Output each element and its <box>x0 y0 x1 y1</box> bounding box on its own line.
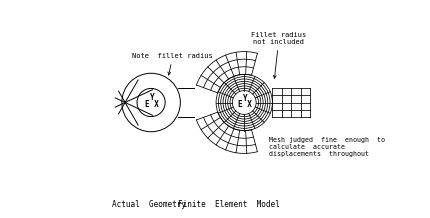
Text: Fillet radius
not included: Fillet radius not included <box>251 32 307 78</box>
Text: Note  fillet radius: Note fillet radius <box>132 53 213 75</box>
Text: Y: Y <box>243 94 248 103</box>
Text: Finite  Element  Model: Finite Element Model <box>178 200 280 209</box>
Text: Actual  Geometry: Actual Geometry <box>112 200 186 209</box>
Text: E X: E X <box>238 100 252 109</box>
Text: E X: E X <box>145 100 159 109</box>
Text: Mesh judged  fine  enough  to
calculate  accurate
displacements  throughout: Mesh judged fine enough to calculate acc… <box>269 137 385 157</box>
Text: Y: Y <box>150 93 154 102</box>
